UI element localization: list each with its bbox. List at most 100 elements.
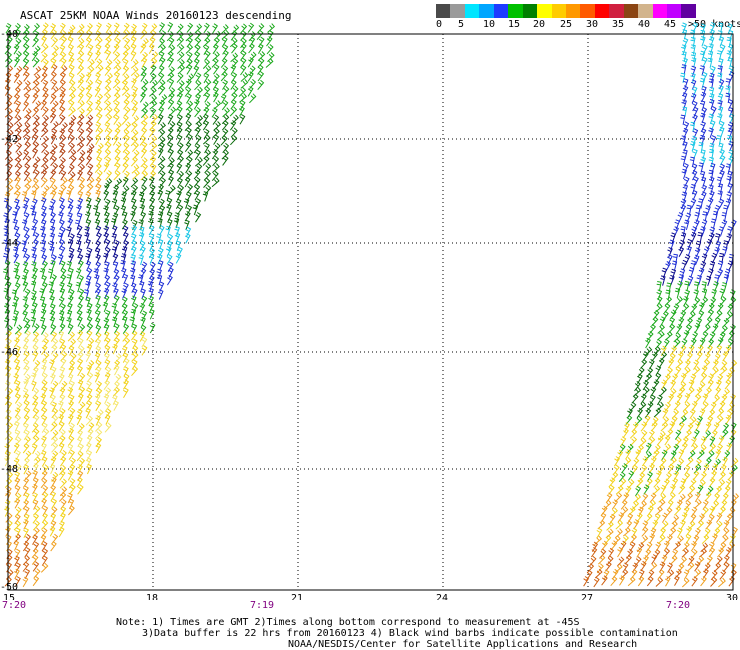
wind-barb [720, 360, 728, 371]
wind-barb [59, 98, 65, 110]
wind-barb [23, 463, 29, 475]
wind-barb [114, 37, 122, 49]
wind-barb [619, 477, 627, 488]
wind-barb [173, 217, 180, 229]
wind-barb [682, 141, 688, 152]
wind-barb [599, 548, 607, 559]
wind-barb [94, 393, 101, 404]
wind-barb [68, 106, 76, 117]
wind-barb [718, 435, 725, 446]
wind-barb [694, 499, 702, 509]
wind-barb [105, 106, 113, 117]
wind-barb [708, 127, 714, 138]
wind-barb [95, 99, 102, 110]
wind-barb [204, 142, 210, 154]
wind-barb [67, 212, 73, 223]
wind-barb [626, 408, 633, 419]
wind-barb [40, 400, 48, 411]
wind-barb [104, 344, 111, 356]
wind-barb [186, 191, 192, 202]
wind-barb [221, 128, 229, 139]
wind-barb [139, 280, 145, 292]
wind-barb [695, 240, 702, 251]
wind-barb [58, 414, 64, 425]
wind-barb [607, 547, 615, 559]
wind-barb [122, 331, 130, 342]
wind-barb [148, 253, 155, 264]
wind-barb [683, 569, 690, 580]
wind-barb [717, 190, 723, 201]
wind-barb [703, 562, 711, 573]
wind-barb [677, 527, 683, 538]
wind-barb [78, 108, 85, 119]
wind-barb [105, 170, 113, 181]
scale-label: 20 [533, 19, 546, 30]
wind-barb [148, 43, 155, 54]
wind-barb [726, 23, 733, 34]
wind-barb [728, 65, 735, 76]
wind-barb [77, 78, 84, 89]
wind-barb [23, 422, 29, 434]
wind-barb [176, 190, 182, 201]
wind-barb [150, 79, 159, 90]
wind-barb [184, 176, 191, 188]
wind-barb [186, 204, 193, 216]
wind-barb [22, 101, 30, 112]
wind-barb [87, 360, 95, 371]
wind-barb [23, 317, 31, 329]
wind-barb [708, 86, 715, 98]
wind-barb [727, 226, 733, 237]
wind-barb [684, 280, 690, 292]
wind-barb [680, 372, 687, 384]
wind-barb [177, 51, 185, 62]
wind-barb [690, 141, 696, 152]
color-scale-bar [436, 4, 696, 18]
wind-barb [690, 93, 697, 104]
wind-barb [78, 295, 84, 306]
wind-barb [220, 71, 228, 82]
wind-barb [123, 134, 131, 146]
wind-barb [141, 79, 149, 89]
lon-label: 21 [291, 593, 303, 600]
wind-barb [166, 211, 173, 222]
wind-barb [123, 106, 131, 117]
wind-barb [646, 471, 653, 482]
wind-barb [717, 268, 724, 280]
wind-barb [112, 135, 119, 146]
wind-barb [122, 316, 128, 327]
wind-barb [22, 203, 29, 215]
wind-barb [267, 52, 275, 63]
wind-barb [158, 260, 164, 271]
wind-barb [131, 365, 139, 377]
wind-barb [121, 85, 130, 96]
wind-barb [194, 121, 203, 131]
wind-barb [680, 309, 687, 321]
wind-barb [680, 204, 687, 215]
wind-barb [658, 493, 667, 503]
wind-barb [678, 484, 686, 495]
wind-barb [167, 99, 175, 110]
wind-barb [94, 282, 102, 294]
wind-barb [667, 246, 673, 258]
wind-barb [229, 106, 238, 117]
wind-barb [708, 232, 715, 243]
wind-barb [694, 527, 701, 539]
wind-barb [33, 414, 40, 426]
wind-barb [24, 134, 31, 146]
wind-barb [665, 507, 673, 518]
wind-barb [249, 93, 257, 104]
wind-barb [50, 112, 57, 124]
wind-barb [626, 443, 634, 454]
wind-barb [222, 155, 229, 166]
wind-barb [51, 429, 59, 440]
wind-barb [76, 247, 83, 259]
wind-barb [701, 534, 710, 545]
wind-barb [14, 365, 21, 376]
wind-barb [103, 294, 110, 306]
wind-barb [697, 381, 706, 392]
wind-barb [230, 127, 238, 138]
wind-barb [60, 450, 67, 461]
wind-barb [104, 78, 112, 89]
wind-barb [192, 204, 199, 216]
wind-barb [620, 499, 628, 510]
